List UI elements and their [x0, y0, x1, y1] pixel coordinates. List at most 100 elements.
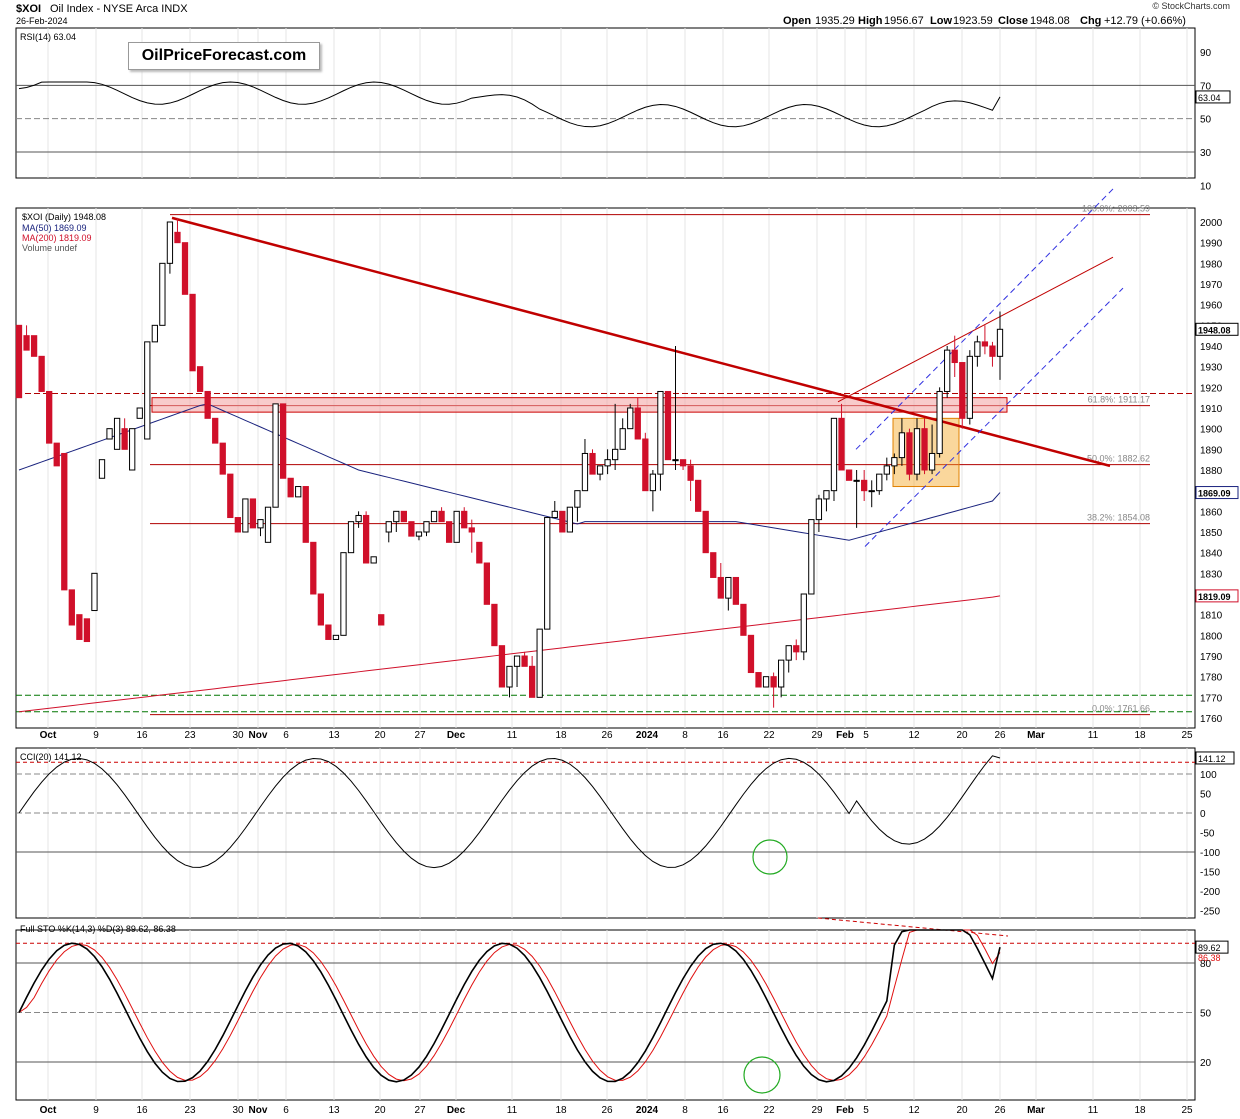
- candle: [566, 506, 574, 533]
- candle-body: [815, 498, 823, 521]
- chg-label: Chg: [1080, 15, 1101, 27]
- candle-body: [106, 428, 113, 440]
- candle-body: [362, 514, 370, 564]
- candle-body: [445, 521, 453, 543]
- open-value: 1935.29: [815, 15, 855, 27]
- candle-body: [400, 510, 407, 523]
- candle-body: [302, 486, 309, 543]
- candle: [589, 449, 596, 475]
- candle: [596, 465, 604, 481]
- candle-body: [38, 355, 45, 392]
- price-panel: [15, 207, 1196, 729]
- ma200-tag: 1819.09: [1198, 592, 1231, 602]
- candle: [121, 418, 128, 450]
- candle-body: [370, 556, 377, 564]
- time-label: 16: [717, 1105, 729, 1116]
- candle: [913, 418, 921, 481]
- candle: [61, 452, 68, 591]
- candle-body: [936, 390, 943, 454]
- candle-body: [483, 562, 491, 605]
- channel-lower: [864, 287, 1124, 547]
- watermark: OilPriceForecast.com: [128, 42, 320, 70]
- time-label: 20: [374, 730, 386, 741]
- rsi-label: RSI(14) 63.04: [20, 32, 76, 42]
- ma50-line: [18, 403, 1001, 541]
- candle-body: [951, 349, 958, 364]
- cci-tag-box: [1195, 751, 1235, 765]
- candle-body: [649, 473, 657, 492]
- candle-body: [679, 459, 687, 467]
- candle-body: [996, 328, 1004, 357]
- open-label: Open: [783, 15, 811, 27]
- time-label: 6: [283, 730, 289, 741]
- candle: [702, 510, 709, 554]
- candle: [83, 618, 91, 643]
- time-label: Nov: [249, 1105, 268, 1116]
- time-label: 2024: [636, 1105, 659, 1116]
- candle-body: [453, 510, 460, 543]
- candle-body: [596, 465, 604, 475]
- time-label: 25: [1181, 730, 1193, 741]
- candle-body: [310, 541, 317, 595]
- candle-body: [68, 589, 75, 626]
- candle: [815, 494, 823, 532]
- candle-body: [468, 527, 475, 533]
- fib-label: 61.8%: 1911.17: [1088, 395, 1150, 405]
- candle-body: [15, 324, 23, 399]
- time-label: 11: [507, 730, 518, 741]
- candle-body: [98, 459, 106, 479]
- candle: [793, 639, 800, 661]
- candle-body: [317, 593, 324, 626]
- candle-body: [906, 432, 913, 475]
- candle: [76, 614, 83, 640]
- price-tag: 1948.08: [1198, 325, 1231, 335]
- candle-body: [732, 576, 740, 605]
- candle-body: [717, 576, 724, 599]
- candle: [845, 469, 853, 481]
- candle-body: [242, 498, 249, 533]
- candle-body: [272, 403, 279, 508]
- candle-body: [393, 510, 400, 523]
- candle: [91, 572, 98, 612]
- candle-body: [536, 628, 543, 698]
- time-label: 8: [682, 730, 688, 741]
- candle-body: [332, 634, 340, 640]
- candle: [325, 624, 332, 640]
- rsi-tick: 70: [1200, 81, 1212, 92]
- low-label: Low: [930, 15, 952, 27]
- fib-label: 0.0%: 1761.66: [1092, 704, 1150, 714]
- time-label: 18: [1134, 730, 1146, 741]
- candle-body: [574, 490, 581, 508]
- candle: [430, 510, 438, 523]
- candle-body: [830, 417, 838, 492]
- candle-body: [438, 510, 445, 523]
- candle-body: [853, 479, 860, 482]
- price-tick: 1780: [1200, 673, 1223, 684]
- candle-body: [181, 242, 189, 295]
- candle-body: [144, 341, 151, 440]
- rsi-tick: 50: [1200, 115, 1212, 126]
- time-label: 2024: [636, 730, 659, 741]
- candle-body: [121, 428, 128, 450]
- legend-price: $XOI (Daily) 1948.08: [22, 212, 106, 222]
- cci-line: [18, 755, 1001, 869]
- credit: © StockCharts.com: [1152, 1, 1230, 11]
- time-label: 16: [136, 1105, 148, 1116]
- candle-body: [30, 335, 38, 357]
- candle-body: [966, 355, 973, 419]
- candle: [762, 676, 770, 688]
- candle-body: [702, 510, 709, 554]
- candle-body: [61, 452, 68, 591]
- candle-body: [234, 517, 241, 533]
- rsi-panel: [15, 27, 1196, 179]
- rsi-tag: 63.04: [1198, 93, 1221, 103]
- candle-body: [423, 521, 430, 533]
- candle: [46, 390, 53, 444]
- candle-body: [378, 614, 385, 626]
- candle: [785, 645, 792, 673]
- candle-body: [981, 341, 989, 347]
- time-label: 30: [232, 730, 244, 741]
- candle-body: [770, 676, 777, 688]
- candle: [944, 346, 951, 398]
- sto-circle: [743, 1056, 781, 1094]
